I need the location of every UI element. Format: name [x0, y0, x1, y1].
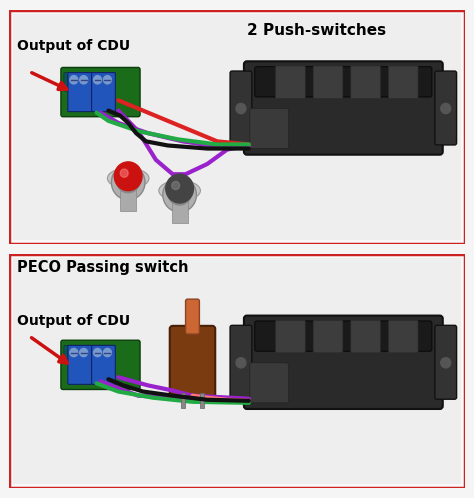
Circle shape	[80, 349, 88, 357]
Bar	[181, 392, 184, 408]
FancyBboxPatch shape	[68, 73, 91, 112]
FancyBboxPatch shape	[244, 316, 443, 409]
FancyBboxPatch shape	[275, 66, 305, 99]
FancyBboxPatch shape	[91, 345, 115, 384]
Circle shape	[236, 104, 246, 114]
Circle shape	[80, 76, 88, 84]
Circle shape	[172, 181, 180, 190]
FancyBboxPatch shape	[388, 66, 418, 99]
FancyBboxPatch shape	[275, 320, 305, 353]
Ellipse shape	[111, 165, 145, 200]
Circle shape	[114, 162, 142, 191]
FancyBboxPatch shape	[313, 66, 343, 99]
FancyBboxPatch shape	[230, 71, 252, 145]
Bar	[201, 392, 204, 408]
FancyBboxPatch shape	[170, 326, 215, 399]
Circle shape	[441, 358, 451, 368]
FancyBboxPatch shape	[435, 325, 456, 399]
FancyBboxPatch shape	[250, 363, 289, 403]
Circle shape	[441, 104, 451, 114]
FancyBboxPatch shape	[351, 66, 381, 99]
FancyBboxPatch shape	[351, 320, 381, 353]
FancyBboxPatch shape	[244, 61, 443, 155]
FancyBboxPatch shape	[185, 299, 200, 334]
Circle shape	[236, 358, 246, 368]
FancyBboxPatch shape	[68, 345, 91, 384]
FancyBboxPatch shape	[61, 67, 140, 117]
Text: Output of CDU: Output of CDU	[18, 314, 130, 328]
FancyBboxPatch shape	[64, 345, 115, 364]
FancyBboxPatch shape	[388, 320, 418, 353]
FancyBboxPatch shape	[255, 67, 432, 97]
Bar	[172, 193, 188, 224]
Bar	[120, 180, 136, 211]
FancyBboxPatch shape	[250, 109, 289, 148]
FancyBboxPatch shape	[64, 73, 115, 91]
Circle shape	[168, 180, 191, 205]
Ellipse shape	[159, 180, 201, 201]
Circle shape	[70, 76, 78, 84]
Circle shape	[70, 349, 78, 357]
FancyBboxPatch shape	[255, 321, 432, 351]
FancyBboxPatch shape	[91, 73, 115, 112]
Circle shape	[120, 169, 128, 177]
Text: 2 Push-switches: 2 Push-switches	[247, 23, 386, 38]
Circle shape	[166, 174, 193, 203]
Circle shape	[93, 349, 101, 357]
Circle shape	[103, 349, 111, 357]
FancyBboxPatch shape	[313, 320, 343, 353]
Text: PECO Passing switch: PECO Passing switch	[18, 260, 189, 275]
FancyBboxPatch shape	[61, 340, 140, 389]
Circle shape	[93, 76, 101, 84]
Text: Output of CDU: Output of CDU	[18, 39, 130, 53]
Circle shape	[116, 168, 140, 193]
Circle shape	[103, 76, 111, 84]
Ellipse shape	[108, 168, 149, 189]
FancyBboxPatch shape	[435, 71, 456, 145]
FancyBboxPatch shape	[230, 325, 252, 399]
Ellipse shape	[163, 177, 196, 212]
